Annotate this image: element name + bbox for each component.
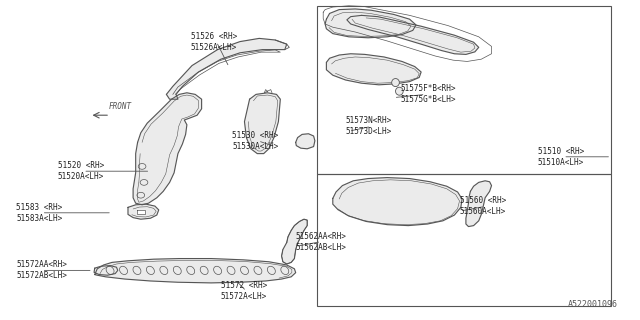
Text: 51560 <RH>
51560A<LH>: 51560 <RH> 51560A<LH> bbox=[460, 196, 506, 216]
Polygon shape bbox=[94, 266, 118, 275]
Polygon shape bbox=[137, 210, 145, 214]
Polygon shape bbox=[244, 93, 280, 154]
Polygon shape bbox=[333, 178, 462, 226]
Text: 51583 <RH>
51583A<LH>: 51583 <RH> 51583A<LH> bbox=[16, 203, 62, 223]
Polygon shape bbox=[326, 54, 421, 85]
Polygon shape bbox=[95, 259, 296, 283]
Polygon shape bbox=[347, 15, 479, 54]
Text: FRONT: FRONT bbox=[109, 102, 132, 111]
Text: 51572 <RH>
51572A<LH>: 51572 <RH> 51572A<LH> bbox=[221, 281, 267, 301]
Ellipse shape bbox=[392, 78, 399, 86]
Polygon shape bbox=[466, 181, 492, 227]
Polygon shape bbox=[133, 93, 202, 205]
Bar bbox=[317, 174, 611, 306]
Text: 51572AA<RH>
51572AB<LH>: 51572AA<RH> 51572AB<LH> bbox=[16, 260, 67, 280]
Text: 51573N<RH>
51573D<LH>: 51573N<RH> 51573D<LH> bbox=[346, 116, 392, 136]
Polygon shape bbox=[282, 219, 307, 264]
Polygon shape bbox=[128, 204, 159, 219]
Text: 51520 <RH>
51520A<LH>: 51520 <RH> 51520A<LH> bbox=[58, 161, 104, 181]
Text: 51530 <RH>
51530A<LH>: 51530 <RH> 51530A<LH> bbox=[232, 131, 278, 151]
Polygon shape bbox=[166, 38, 287, 99]
Text: 51510 <RH>
51510A<LH>: 51510 <RH> 51510A<LH> bbox=[538, 147, 584, 167]
Ellipse shape bbox=[396, 87, 403, 95]
Bar bbox=[317, 6, 611, 174]
Polygon shape bbox=[325, 9, 416, 38]
Text: A522001096: A522001096 bbox=[568, 300, 618, 309]
Text: 51562AA<RH>
51562AB<LH>: 51562AA<RH> 51562AB<LH> bbox=[296, 232, 346, 252]
Text: 51526 <RH>
51526A<LH>: 51526 <RH> 51526A<LH> bbox=[191, 32, 237, 52]
Text: 51575F*B<RH>
51575G*B<LH>: 51575F*B<RH> 51575G*B<LH> bbox=[400, 84, 456, 104]
Polygon shape bbox=[296, 134, 315, 149]
